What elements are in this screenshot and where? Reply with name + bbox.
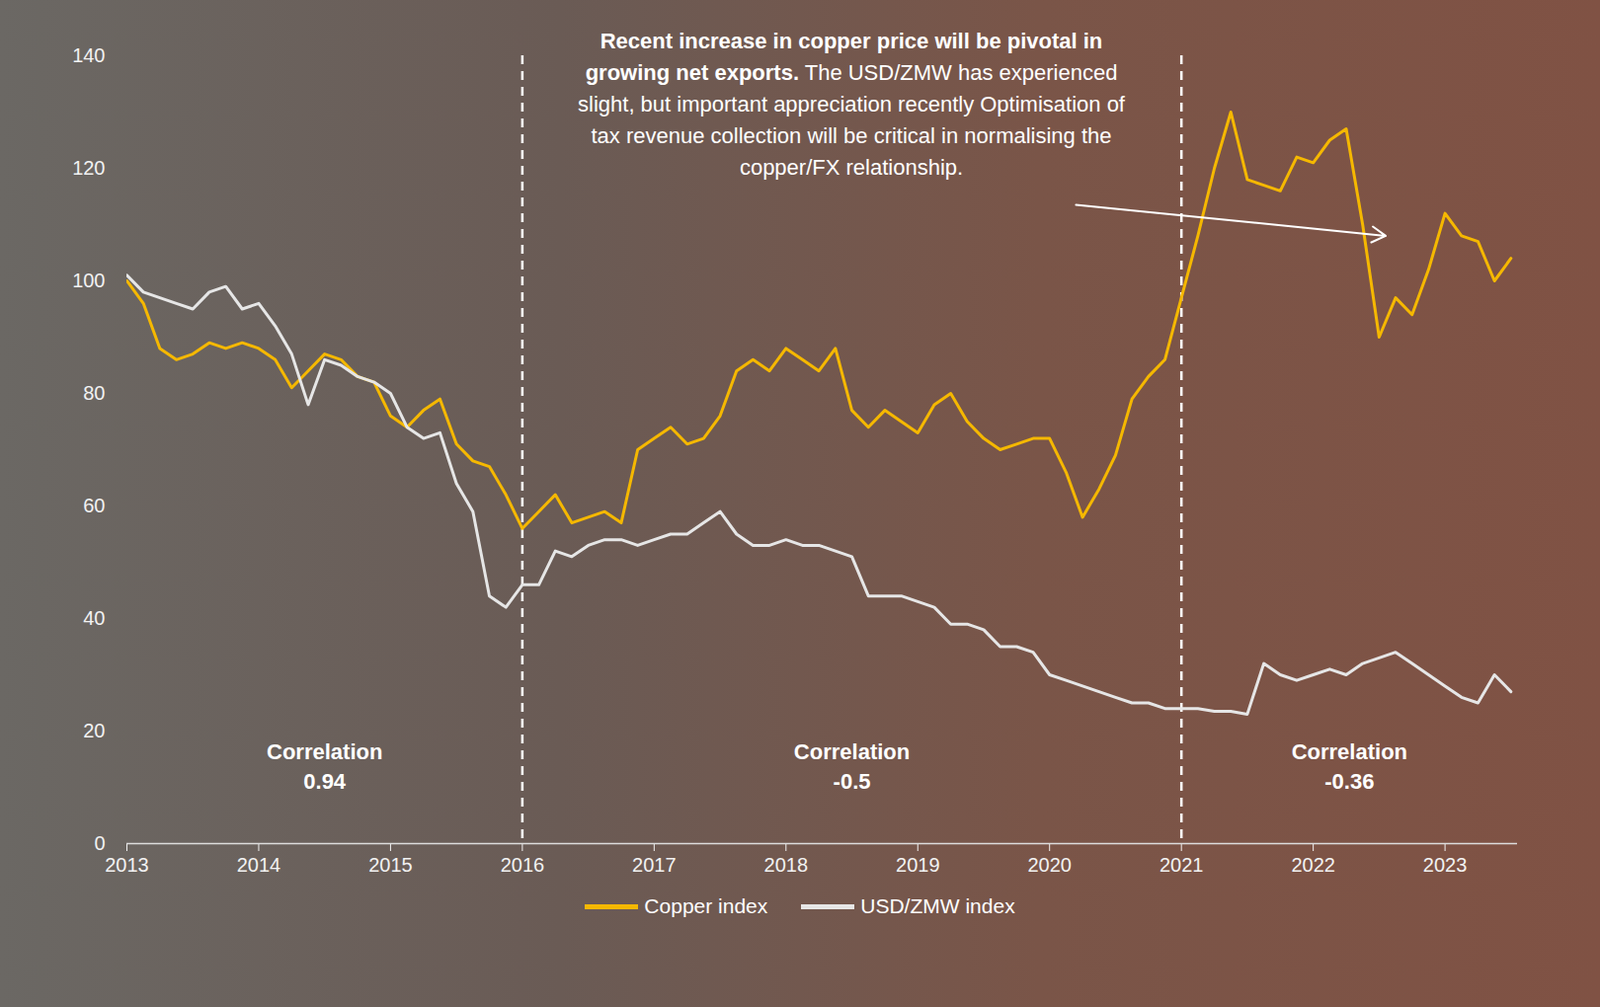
svg-text:2018: 2018 — [764, 854, 809, 877]
svg-text:120: 120 — [72, 157, 105, 179]
svg-text:2022: 2022 — [1290, 854, 1336, 877]
svg-text:2014: 2014 — [237, 854, 282, 877]
html-text:Recent increase in copper pric: Recent increase in copper price will be … — [577, 28, 1125, 180]
svg-text:2013: 2013 — [104, 854, 150, 877]
svg-text:2021: 2021 — [1159, 854, 1204, 877]
svg-text:2017: 2017 — [632, 854, 677, 877]
svg-text:2015: 2015 — [368, 854, 413, 877]
svg-text:2023: 2023 — [1423, 854, 1468, 877]
svg-text:140: 140 — [72, 44, 105, 67]
svg-text:40: 40 — [82, 607, 105, 630]
svg-text:Correlation-0.5: Correlation-0.5 — [794, 739, 910, 795]
svg-text:60: 60 — [82, 494, 105, 517]
html-text:Copper index: Copper index — [644, 894, 768, 918]
svg-text:Correlation-0.36: Correlation-0.36 — [1291, 739, 1408, 795]
svg-text:2019: 2019 — [895, 854, 941, 877]
html-text:USD/ZMW index: USD/ZMW index — [860, 894, 1015, 918]
svg-text:Correlation0.94: Correlation0.94 — [266, 739, 383, 795]
svg-text:2020: 2020 — [1027, 854, 1072, 877]
svg-text:80: 80 — [82, 382, 105, 404]
svg-text:2016: 2016 — [500, 854, 546, 877]
svg-text:100: 100 — [72, 269, 105, 292]
svg-text:20: 20 — [82, 720, 105, 742]
svg-text:0: 0 — [93, 832, 105, 855]
